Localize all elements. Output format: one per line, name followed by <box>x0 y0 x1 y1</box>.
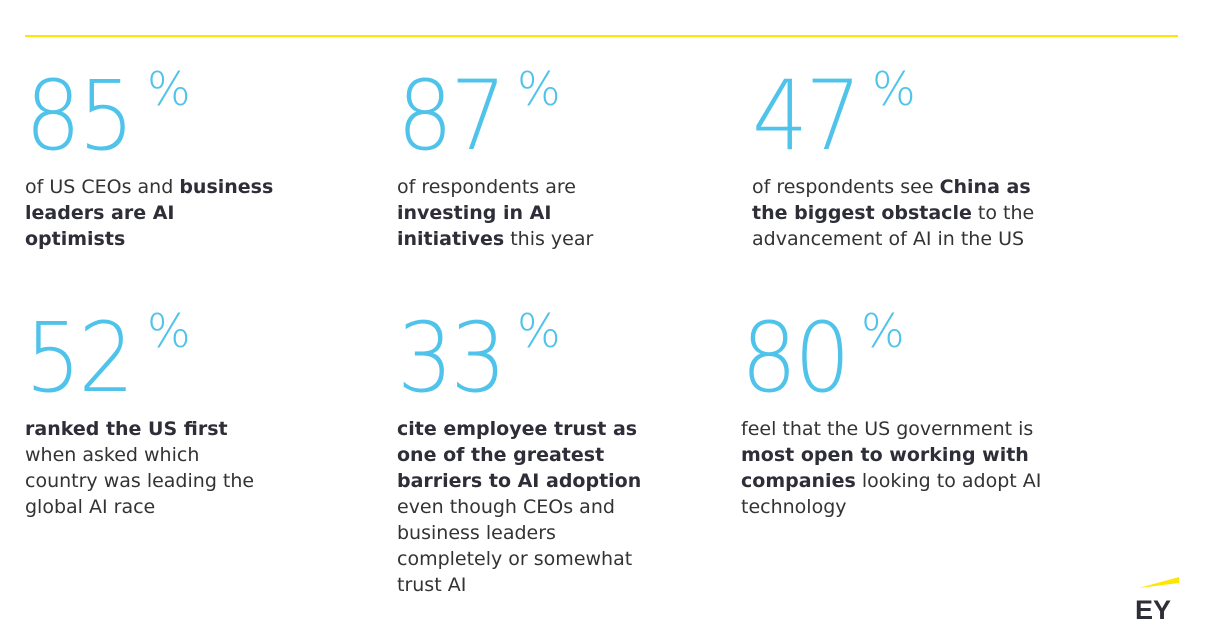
percent-sign: % <box>872 62 916 116</box>
percent-sign: % <box>517 62 561 116</box>
ey-logo-icon: EY <box>1135 577 1179 625</box>
stat-description: cite employee trust as one of the greate… <box>397 416 667 598</box>
stat-text: feel that the US government is <box>741 418 1034 440</box>
stat-number: 47 <box>752 60 862 172</box>
stat-card-6: 80% feel that the US government is most … <box>741 302 1051 520</box>
ey-logo-text: EY <box>1135 595 1171 621</box>
stat-highlight-text: China as the biggest obstacle <box>752 176 1031 224</box>
stat-highlight-text: investing in AI initiatives <box>397 202 552 250</box>
percent-sign: % <box>147 304 191 358</box>
stat-figure: 85% <box>25 60 275 172</box>
stat-number: 85 <box>25 60 135 172</box>
stat-description: of respondents see China as the biggest … <box>752 174 1072 252</box>
stat-number: 87 <box>397 60 507 172</box>
stat-card-5: 33% cite employee trust as one of the gr… <box>397 302 667 598</box>
stat-card-4: 52% ranked the US first when asked which… <box>25 302 275 520</box>
stat-card-1: 85% of US CEOs and business leaders are … <box>25 60 275 252</box>
stat-figure: 33% <box>397 302 667 414</box>
stat-text: of US CEOs and <box>25 176 180 198</box>
stat-number: 52 <box>25 302 135 414</box>
stat-highlight-text: cite employee trust as one of the greate… <box>397 418 642 492</box>
stat-figure: 80% <box>741 302 1051 414</box>
stat-highlight-text: business leaders are AI optimists <box>25 176 274 250</box>
ey-logo: EY <box>1135 575 1181 625</box>
stat-text: when asked which country was leading the… <box>25 444 255 518</box>
stat-description: feel that the US government is most open… <box>741 416 1051 520</box>
stat-text: to the advancement of AI in the US <box>752 202 1035 250</box>
stat-description: ranked the US first when asked which cou… <box>25 416 275 520</box>
percent-sign: % <box>147 62 191 116</box>
stat-description: of US CEOs and business leaders are AI o… <box>25 174 275 252</box>
percent-sign: % <box>861 304 905 358</box>
stat-text: this year <box>504 228 594 250</box>
top-accent-rule <box>25 35 1178 37</box>
stat-card-2: 87% of respondents are investing in AI i… <box>397 60 647 252</box>
stat-description: of respondents are investing in AI initi… <box>397 174 647 252</box>
stat-text: of respondents see <box>752 176 940 198</box>
stat-highlight-text: most open to working with companies <box>741 444 1029 492</box>
percent-sign: % <box>517 304 561 358</box>
stat-card-3: 47% of respondents see China as the bigg… <box>752 60 1072 252</box>
stat-text: looking to adopt AI technology <box>741 470 1042 518</box>
stat-figure: 87% <box>397 60 647 172</box>
stat-figure: 52% <box>25 302 275 414</box>
stat-text: of respondents are <box>397 176 576 198</box>
stat-number: 33 <box>397 302 507 414</box>
stat-text: even though CEOs and business leaders co… <box>397 496 633 596</box>
stat-number: 80 <box>741 302 851 414</box>
stat-highlight-text: ranked the US first <box>25 418 228 440</box>
stat-figure: 47% <box>752 60 1072 172</box>
